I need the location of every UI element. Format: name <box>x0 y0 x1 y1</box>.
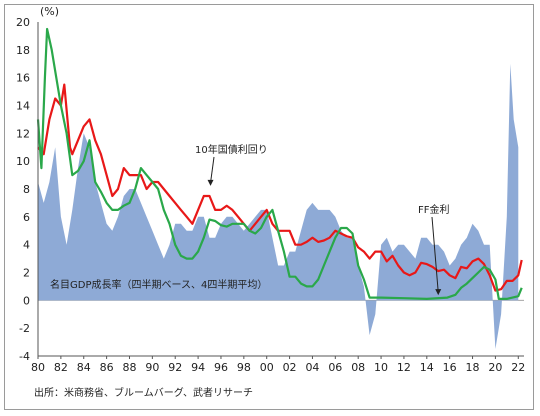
y-tick-label: 10 <box>16 155 30 168</box>
x-tick-label: 82 <box>54 361 68 374</box>
y-tick-label: -2 <box>19 322 30 335</box>
x-tick-label: 08 <box>351 361 365 374</box>
x-tick-label: 88 <box>122 361 136 374</box>
x-tick-label: 94 <box>191 361 205 374</box>
gdp-area-label: 名目GDP成長率（四半期ベース、4四半期平均） <box>50 278 267 291</box>
x-tick-label: 80 <box>31 361 45 374</box>
x-tick-label: 14 <box>420 361 434 374</box>
x-tick-label: 00 <box>260 361 274 374</box>
x-tick-label: 06 <box>328 361 342 374</box>
x-tick-label: 18 <box>466 361 480 374</box>
x-tick-label: 12 <box>397 361 411 374</box>
ff-annotation-arrow <box>431 216 439 293</box>
x-tick-label: 90 <box>145 361 159 374</box>
y-tick-label: 20 <box>16 16 30 29</box>
y-tick-label: 14 <box>16 100 30 113</box>
x-tick-label: 92 <box>168 361 182 374</box>
y-tick-label: 0 <box>23 294 30 307</box>
x-tick-label: 84 <box>77 361 91 374</box>
y-tick-label: 12 <box>16 127 30 140</box>
gdp-area-series <box>38 63 519 350</box>
y-tick-label: 2 <box>23 267 30 280</box>
ff-annotation-label: FF金利 <box>418 203 450 216</box>
y-tick-label: 6 <box>23 211 30 224</box>
y-tick-label: 16 <box>16 72 30 85</box>
x-tick-label: 04 <box>305 361 319 374</box>
treasury-annotation-arrow <box>210 156 215 183</box>
y-tick-label: -4 <box>19 350 30 363</box>
source-note: 出所：米商務省、ブルームバーグ、武者リサーチ <box>34 386 253 399</box>
x-tick-label: 86 <box>100 361 114 374</box>
ff-arrow-head <box>435 289 442 296</box>
x-tick-label: 22 <box>511 361 525 374</box>
y-tick-label: 8 <box>23 183 30 196</box>
x-tick-label: 96 <box>214 361 228 374</box>
ff-rate-line <box>36 27 523 300</box>
x-tick-label: 20 <box>488 361 502 374</box>
treasury-arrow-head <box>207 179 214 186</box>
y-tick-label: 18 <box>16 44 30 57</box>
y-tick-label: 4 <box>23 239 30 252</box>
x-tick-label: 10 <box>374 361 388 374</box>
x-tick-label: 16 <box>443 361 457 374</box>
x-tick-label: 98 <box>237 361 251 374</box>
treasury-annotation-label: 10年国債利回り <box>195 143 268 156</box>
x-tick-label: 02 <box>283 361 297 374</box>
y-unit-label: (%) <box>40 5 59 18</box>
